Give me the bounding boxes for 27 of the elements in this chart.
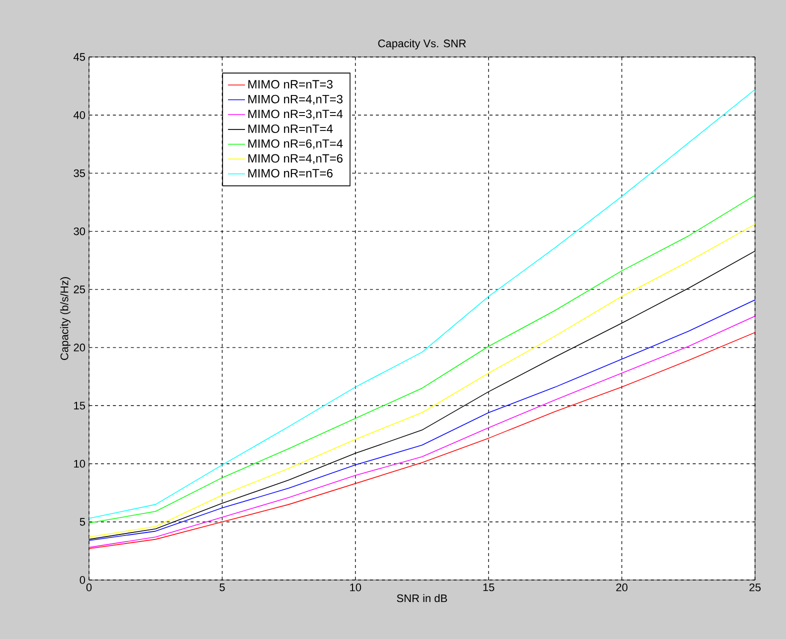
legend-label: MIMO nR=nT=6 — [248, 168, 333, 178]
y-axis-title: Capacity (b/s/Hz) — [60, 277, 70, 360]
legend-label: MIMO nR=4,nT=6 — [248, 154, 343, 164]
line-series — [89, 89, 756, 519]
y-tick-label: 40 — [74, 111, 86, 119]
x-tick-label: 25 — [749, 584, 761, 592]
x-axis-title: SNR in dB — [396, 594, 447, 602]
legend-label: MIMO nR=4,nT=3 — [248, 94, 343, 105]
x-tick-label: 5 — [220, 584, 225, 592]
y-tick-label: 10 — [74, 460, 86, 468]
y-tick-label: 35 — [74, 169, 86, 178]
y-tick-label: 30 — [74, 227, 86, 236]
x-tick-label: 20 — [616, 584, 628, 592]
x-tick-label: 15 — [483, 584, 494, 592]
chart-title: Capacity Vs. SNR — [378, 39, 466, 50]
legend-label: MIMO nR=nT=4 — [248, 124, 333, 133]
legend-label: MIMO nR=3,nT=4 — [248, 110, 343, 120]
legend-label: MIMO nR=nT=3 — [248, 80, 333, 89]
y-tick-label: 45 — [74, 53, 86, 61]
y-tick-label: 0 — [80, 576, 86, 584]
y-tick-label: 25 — [74, 286, 86, 294]
legend-label: MIMO nR=6,nT=4 — [248, 139, 343, 150]
x-tick-label: 10 — [350, 584, 362, 592]
y-tick-label: 20 — [74, 344, 86, 352]
y-tick-label: 5 — [80, 518, 86, 526]
x-tick-label: 0 — [86, 584, 92, 592]
y-tick-label: 15 — [74, 402, 86, 410]
